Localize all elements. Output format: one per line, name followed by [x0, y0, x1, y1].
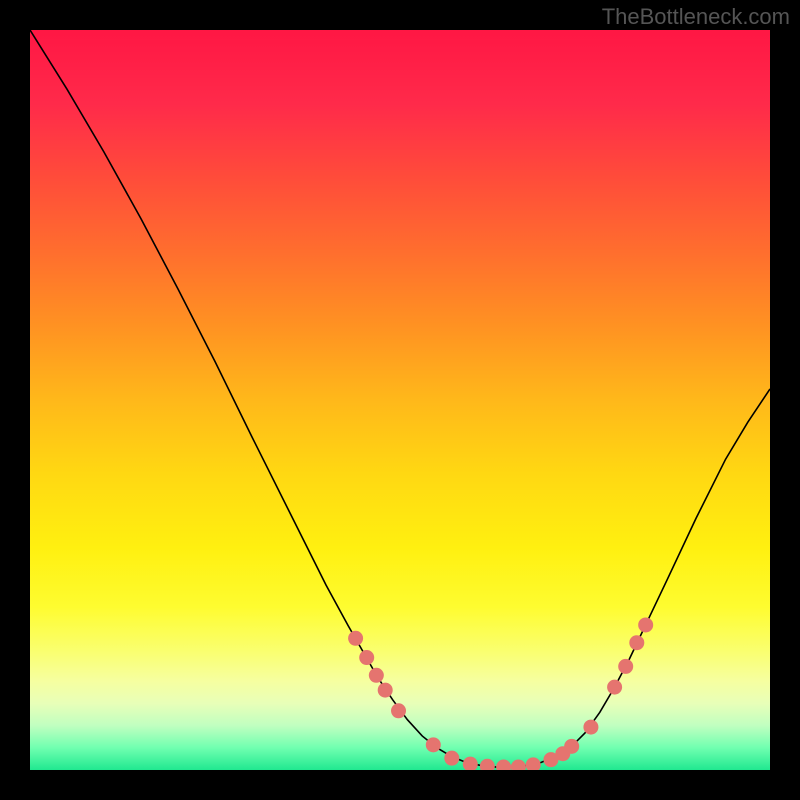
data-marker	[583, 720, 598, 735]
plot-area	[30, 30, 770, 770]
data-marker	[511, 760, 526, 770]
data-marker	[444, 751, 459, 766]
data-marker	[369, 668, 384, 683]
data-marker	[496, 760, 511, 770]
data-marker	[378, 683, 393, 698]
marker-group	[348, 617, 653, 770]
curve-layer	[30, 30, 770, 770]
data-marker	[526, 757, 541, 770]
data-marker	[638, 617, 653, 632]
data-marker	[391, 703, 406, 718]
data-marker	[359, 650, 374, 665]
watermark-text: TheBottleneck.com	[602, 4, 790, 30]
data-marker	[629, 635, 644, 650]
data-marker	[607, 680, 622, 695]
data-marker	[426, 737, 441, 752]
data-marker	[480, 759, 495, 770]
data-marker	[618, 659, 633, 674]
data-marker	[348, 631, 363, 646]
data-marker	[564, 739, 579, 754]
data-marker	[463, 757, 478, 770]
bottleneck-curve	[30, 30, 770, 767]
